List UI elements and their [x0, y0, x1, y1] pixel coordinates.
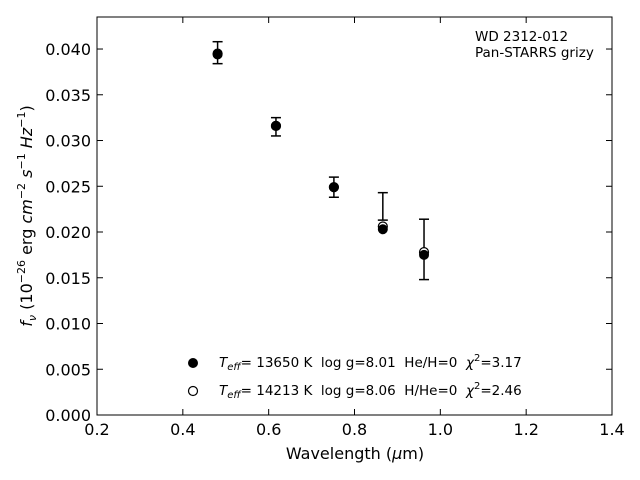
x-tick-label: 0.8 — [342, 420, 367, 439]
filled-marker-point — [270, 120, 281, 131]
annotation-survey: Pan-STARRS grizy — [475, 45, 594, 61]
x-axis-label: Wavelength (μm) — [286, 444, 424, 463]
x-tick-label: 1.2 — [513, 420, 538, 439]
plot-marks — [212, 40, 430, 281]
y-tick-label: 0.000 — [45, 406, 91, 425]
x-tick-label: 0.4 — [170, 420, 195, 439]
y-tick-label: 0.035 — [45, 86, 91, 105]
y-axis-label: fν (10−26 erg cm−2 s−1 Hz−1) — [15, 105, 39, 326]
x-tick-label: 1.0 — [428, 420, 453, 439]
y-tick-label: 0.020 — [45, 223, 91, 242]
filled-marker-point — [212, 49, 223, 60]
annotation-object: WD 2312-012 — [475, 29, 568, 45]
legend-marker-open — [187, 385, 199, 397]
filled-marker-point — [328, 182, 339, 193]
y-axis-ticks: 0.000 0.005 0.010 0.015 0.020 0.025 0.030 0.035… — [45, 40, 612, 425]
x-tick-label: 0.6 — [256, 420, 281, 439]
y-tick-label: 0.025 — [45, 177, 91, 196]
filled-marker-point — [377, 224, 388, 235]
y-tick-label: 0.010 — [45, 315, 91, 334]
x-axis-ticks: 0.2 0.4 0.6 0.8 1.0 1.2 1.4 — [84, 17, 625, 439]
y-tick-label: 0.030 — [45, 132, 91, 151]
legend-marker-filled — [188, 358, 198, 368]
filled-marker-point — [419, 249, 430, 260]
legend-entry-2: Teff= 14213 K log g=8.06 H/He=0 χ2=2.46 — [219, 381, 522, 401]
y-tick-label: 0.005 — [45, 360, 91, 379]
x-tick-label: 0.2 — [84, 420, 109, 439]
legend-entry-1: Teff= 13650 K log g=8.01 He/H=0 χ2=3.17 — [219, 353, 522, 373]
y-tick-label: 0.015 — [45, 269, 91, 288]
y-tick-label: 0.040 — [45, 40, 91, 59]
x-tick-label: 1.4 — [599, 420, 624, 439]
legend: Teff= 13650 K log g=8.01 He/H=0 χ2=3.17 … — [187, 353, 522, 401]
